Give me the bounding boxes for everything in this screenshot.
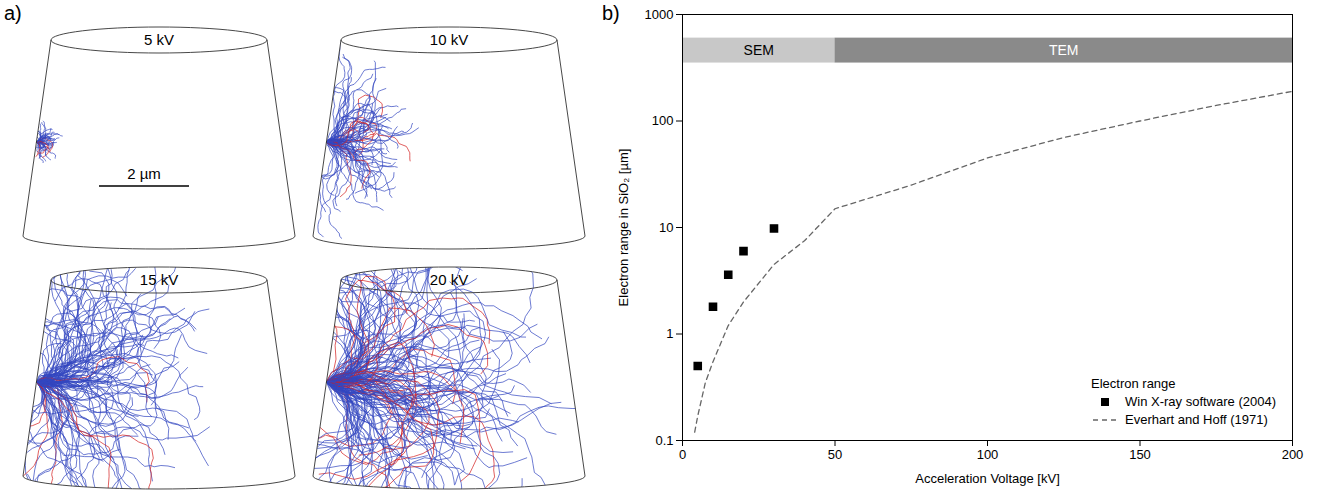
svg-text:TEM: TEM [1049, 42, 1079, 58]
svg-text:20 kV: 20 kV [430, 271, 468, 288]
html-text:b): b) [602, 2, 620, 24]
html-text:Win X-ray software (2004): Win X-ray software (2004) [1125, 394, 1276, 409]
svg-text:0: 0 [679, 447, 686, 462]
svg-text:100: 100 [977, 447, 999, 462]
svg-text:150: 150 [1129, 447, 1151, 462]
svg-text:15 kV: 15 kV [140, 271, 178, 288]
svg-text:10: 10 [659, 220, 673, 235]
svg-text:Electron range in SiO₂ [µm]: Electron range in SiO₂ [µm] [616, 149, 631, 307]
html-text:Electron range: Electron range [1091, 376, 1176, 391]
svg-text:SEM: SEM [744, 42, 774, 58]
html-text:a): a) [4, 2, 22, 24]
svg-text:1: 1 [666, 326, 673, 341]
html-text:Everhart and Hoff (1971): Everhart and Hoff (1971) [1125, 412, 1268, 427]
svg-text:50: 50 [828, 447, 842, 462]
svg-text:2 µm: 2 µm [127, 165, 161, 182]
svg-text:1000: 1000 [645, 7, 674, 22]
svg-text:10 kV: 10 kV [430, 31, 468, 48]
svg-text:0.1: 0.1 [655, 433, 673, 448]
svg-text:5 kV: 5 kV [144, 31, 174, 48]
svg-text:100: 100 [652, 113, 674, 128]
svg-text:200: 200 [1282, 447, 1304, 462]
svg-text:Acceleration Voltage [kV]: Acceleration Voltage [kV] [915, 471, 1060, 486]
